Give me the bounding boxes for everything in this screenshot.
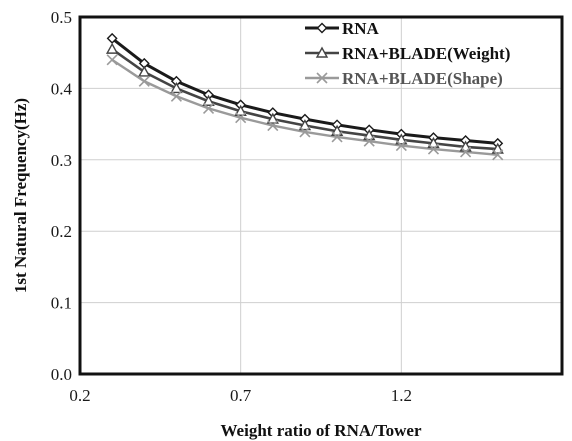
marker-stroke	[138, 75, 150, 87]
legend-item: RNA	[305, 19, 380, 38]
x-tick-label: 0.7	[230, 386, 252, 405]
data-point	[298, 119, 312, 131]
x-tick-label: 1.2	[391, 386, 412, 405]
data-point	[330, 124, 344, 136]
data-point	[331, 131, 343, 143]
y-tick-label: 0.2	[51, 222, 72, 241]
marker-stroke	[106, 54, 118, 66]
legend-label: RNA	[342, 19, 380, 38]
marker-stroke	[202, 102, 215, 114]
series-markers	[105, 32, 504, 161]
legend-item: RNA+BLADE(Shape)	[305, 69, 503, 88]
y-axis-ticks: 0.0 0.1 0.2 0.3 0.4 0.5	[51, 8, 73, 384]
data-point	[363, 129, 376, 141]
plot-frame	[78, 15, 564, 376]
data-point	[492, 149, 504, 161]
data-point	[170, 81, 183, 94]
marker-stroke	[316, 72, 328, 84]
marker-stroke	[427, 143, 440, 155]
marker-stroke	[395, 139, 407, 152]
x-tick-label: 0.2	[69, 386, 90, 405]
y-tick-label: 0.4	[51, 79, 73, 98]
x-axis-title: Weight ratio of RNA/Tower	[221, 421, 422, 440]
data-point	[491, 142, 504, 154]
data-point	[202, 94, 215, 106]
marker-stroke	[331, 131, 343, 143]
legend-item: RNA+BLADE(Weight)	[305, 44, 510, 63]
data-point	[105, 42, 119, 54]
marker-stroke	[460, 146, 472, 158]
marker-stroke	[492, 149, 504, 161]
legend-marker	[316, 22, 328, 34]
data-point	[427, 143, 440, 155]
data-point	[266, 112, 279, 124]
y-tick-label: 0.5	[51, 8, 72, 27]
marker-stroke	[170, 90, 182, 102]
data-point	[395, 139, 407, 152]
legend-marker	[315, 46, 329, 58]
data-point	[106, 54, 118, 66]
data-point	[234, 104, 247, 116]
data-point	[427, 136, 440, 149]
data-point	[460, 146, 472, 158]
data-point	[202, 102, 215, 114]
y-tick-label: 0.3	[51, 151, 72, 170]
data-point	[395, 133, 408, 145]
marker-stroke	[363, 135, 375, 147]
data-point	[299, 126, 311, 138]
marker-stroke	[267, 119, 279, 132]
y-tick-label: 0.0	[51, 365, 72, 384]
legend-label: RNA+BLADE(Shape)	[342, 69, 503, 88]
x-axis-ticks: 0.2 0.7 1.2	[69, 386, 412, 405]
data-point	[138, 65, 151, 77]
data-point	[363, 135, 375, 147]
y-axis-title: 1st Natural Frequency(Hz)	[11, 98, 30, 293]
data-point	[235, 112, 247, 124]
data-point	[267, 119, 279, 132]
legend-label: RNA+BLADE(Weight)	[342, 44, 510, 63]
legend-marker	[316, 72, 328, 84]
data-point	[170, 90, 182, 102]
legend: RNA RNA+BLADE(Weight) RNA+BLADE(Shape)	[305, 19, 510, 88]
marker-stroke	[235, 112, 247, 124]
y-tick-label: 0.1	[51, 294, 72, 313]
data-point	[138, 75, 150, 87]
marker-stroke	[299, 126, 311, 138]
